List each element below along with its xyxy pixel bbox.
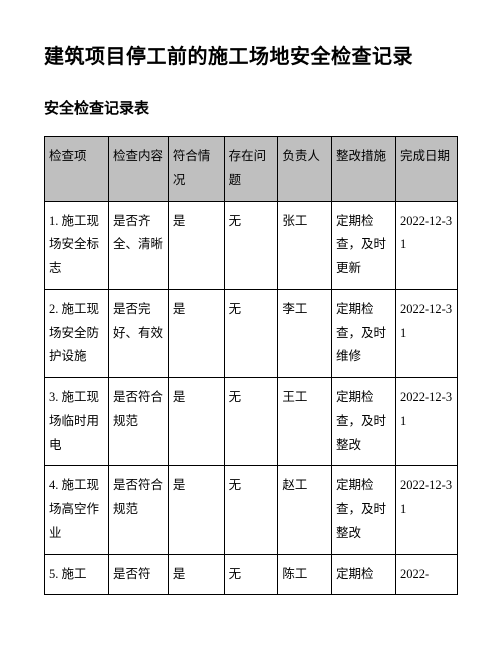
col-header: 检查内容 <box>109 137 169 202</box>
cell: 是否符合规范 <box>109 378 169 466</box>
table-row: 5. 施工 是否符 是 无 陈工 定期检 2022- <box>45 554 458 595</box>
cell: 李工 <box>278 289 332 377</box>
cell: 无 <box>224 289 278 377</box>
col-header: 存在问题 <box>224 137 278 202</box>
cell: 是否齐全、清晰 <box>109 201 169 289</box>
col-header: 整改措施 <box>332 137 396 202</box>
table-row: 3. 施工现场临时用电 是否符合规范 是 无 王工 定期检查，及时整改 2022… <box>45 378 458 466</box>
col-header: 符合情况 <box>168 137 224 202</box>
cell: 王工 <box>278 378 332 466</box>
cell: 陈工 <box>278 554 332 595</box>
cell: 无 <box>224 378 278 466</box>
cell: 是 <box>168 554 224 595</box>
cell: 2022- <box>396 554 458 595</box>
cell: 张工 <box>278 201 332 289</box>
cell: 5. 施工 <box>45 554 109 595</box>
cell: 定期检查，及时整改 <box>332 378 396 466</box>
cell: 赵工 <box>278 466 332 554</box>
cell: 2. 施工现场安全防护设施 <box>45 289 109 377</box>
col-header: 检查项 <box>45 137 109 202</box>
cell: 定期检查，及时维修 <box>332 289 396 377</box>
safety-check-table: 检查项 检查内容 符合情况 存在问题 负责人 整改措施 完成日期 1. 施工现场… <box>44 136 458 595</box>
cell: 是否符 <box>109 554 169 595</box>
cell: 无 <box>224 201 278 289</box>
col-header: 完成日期 <box>396 137 458 202</box>
cell: 2022-12-31 <box>396 466 458 554</box>
cell: 2022-12-31 <box>396 378 458 466</box>
cell: 1. 施工现场安全标志 <box>45 201 109 289</box>
cell: 定期检 <box>332 554 396 595</box>
cell: 无 <box>224 466 278 554</box>
cell: 无 <box>224 554 278 595</box>
cell: 2022-12-31 <box>396 289 458 377</box>
cell: 是 <box>168 289 224 377</box>
table-row: 2. 施工现场安全防护设施 是否完好、有效 是 无 李工 定期检查，及时维修 2… <box>45 289 458 377</box>
cell: 是 <box>168 466 224 554</box>
table-row: 1. 施工现场安全标志 是否齐全、清晰 是 无 张工 定期检查，及时更新 202… <box>45 201 458 289</box>
cell: 是 <box>168 378 224 466</box>
cell: 是否完好、有效 <box>109 289 169 377</box>
section-subtitle: 安全检查记录表 <box>44 97 458 118</box>
cell: 4. 施工现场高空作业 <box>45 466 109 554</box>
table-row: 4. 施工现场高空作业 是否符合规范 是 无 赵工 定期检查，及时整改 2022… <box>45 466 458 554</box>
table-header-row: 检查项 检查内容 符合情况 存在问题 负责人 整改措施 完成日期 <box>45 137 458 202</box>
page-title: 建筑项目停工前的施工场地安全检查记录 <box>44 40 458 69</box>
cell: 2022-12-31 <box>396 201 458 289</box>
col-header: 负责人 <box>278 137 332 202</box>
cell: 是否符合规范 <box>109 466 169 554</box>
cell: 定期检查，及时更新 <box>332 201 396 289</box>
cell: 定期检查，及时整改 <box>332 466 396 554</box>
cell: 3. 施工现场临时用电 <box>45 378 109 466</box>
cell: 是 <box>168 201 224 289</box>
